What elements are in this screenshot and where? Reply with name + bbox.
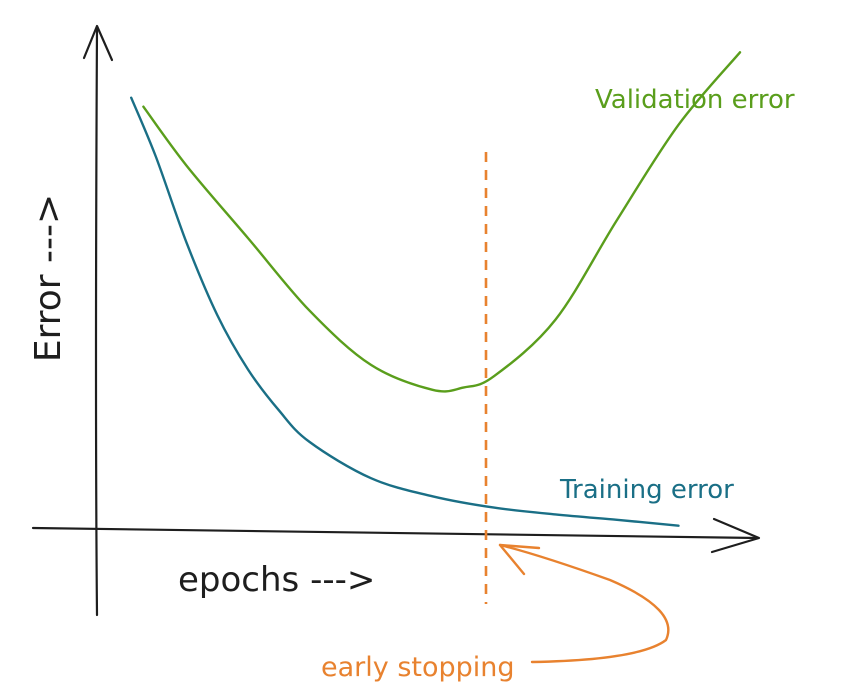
early-stopping-label: early stopping [321, 652, 515, 683]
x-axis [31, 526, 760, 540]
series-label-training-error: Training error [559, 475, 734, 505]
x-axis-arrowhead [710, 517, 761, 554]
early-stopping-pointer-arrow [498, 543, 670, 664]
annotation-layer: early stopping [321, 152, 670, 683]
series-line-training-error [130, 96, 680, 527]
early-stopping-pointer-arrowhead [498, 543, 541, 576]
x-axis-label: epochs ---> [178, 560, 375, 600]
y-axis-arrowhead [82, 24, 114, 62]
series-line-validation-error [142, 51, 742, 393]
series-label-validation-error: Validation error [595, 85, 795, 115]
y-axis [94, 26, 99, 617]
y-axis-label: Error ---> [28, 194, 69, 362]
series-layer: Validation error Training error [130, 51, 795, 527]
